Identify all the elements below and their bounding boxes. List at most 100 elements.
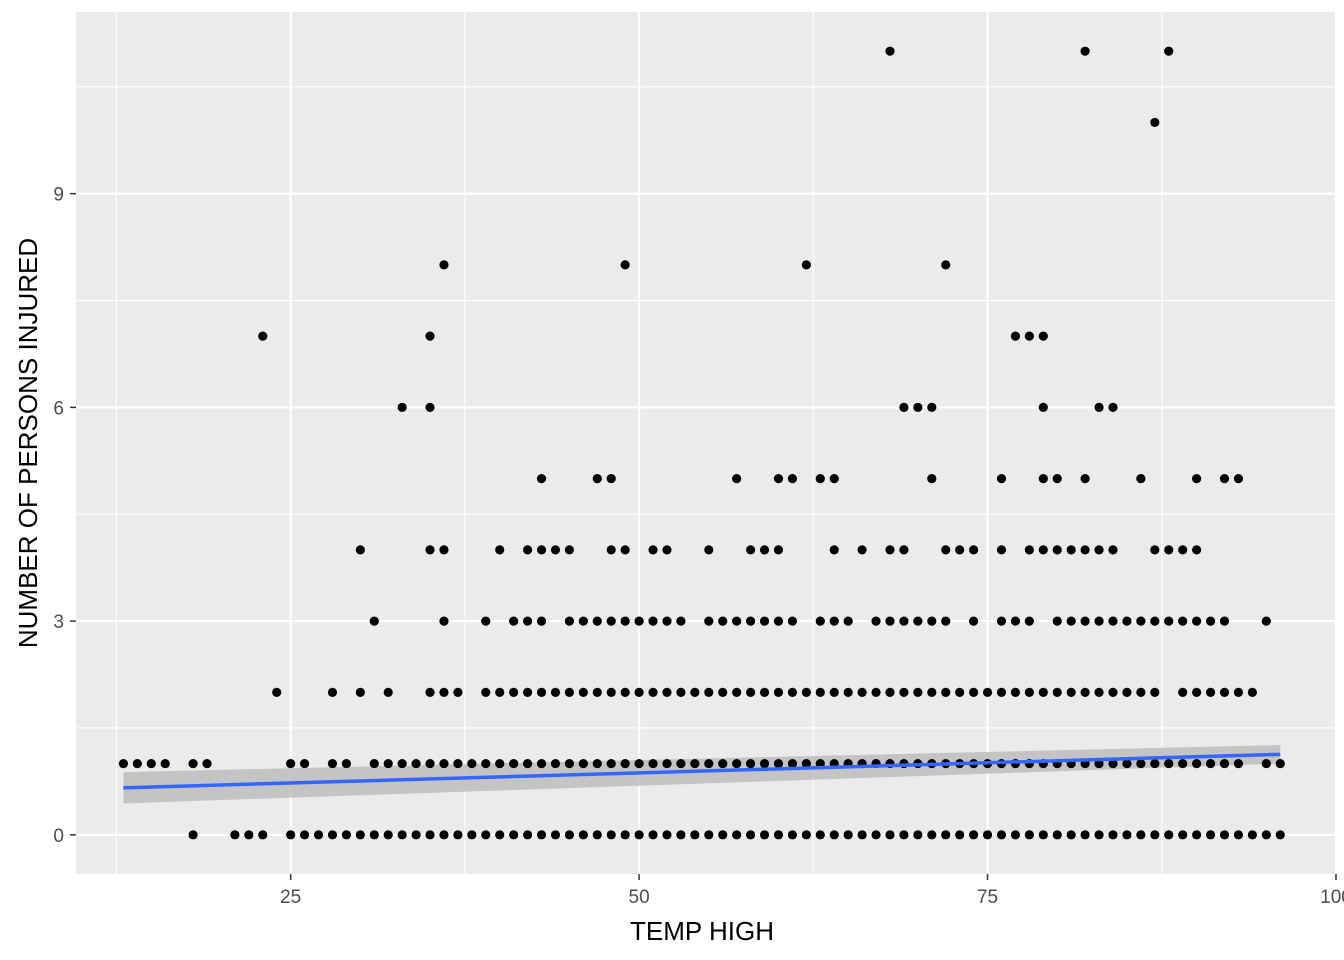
data-point xyxy=(732,474,742,484)
data-point xyxy=(620,616,630,626)
data-point xyxy=(592,474,602,484)
data-point xyxy=(425,545,435,555)
data-point xyxy=(1108,830,1118,840)
data-point xyxy=(453,758,463,769)
data-point xyxy=(843,687,853,697)
data-point xyxy=(996,474,1007,484)
y-axis-ticks: 0 3 6 9 xyxy=(53,185,76,847)
data-point xyxy=(606,687,616,697)
data-point xyxy=(1038,687,1048,697)
data-point xyxy=(815,830,825,840)
data-point xyxy=(536,830,547,840)
data-point xyxy=(1038,402,1048,412)
confidence-ribbon xyxy=(123,745,1281,804)
data-point xyxy=(996,830,1007,840)
data-point xyxy=(955,830,965,840)
data-point xyxy=(759,758,770,769)
y-tick-label: 6 xyxy=(53,398,64,419)
y-tick-label: 9 xyxy=(53,185,64,206)
x-tick-label: 25 xyxy=(280,887,301,908)
data-point xyxy=(648,687,658,697)
data-point xyxy=(676,830,686,840)
data-point xyxy=(773,545,784,555)
data-point xyxy=(690,687,700,697)
data-point xyxy=(704,616,714,626)
data-point xyxy=(1010,830,1021,840)
data-point xyxy=(676,687,686,697)
data-point xyxy=(829,830,839,840)
data-point xyxy=(453,830,463,840)
data-point xyxy=(425,830,435,840)
data-point xyxy=(439,687,449,697)
data-point xyxy=(327,687,338,697)
y-axis-title: NUMBER OF PERSONS INJURED xyxy=(13,238,43,648)
data-point xyxy=(1108,687,1118,697)
data-point xyxy=(815,616,825,626)
data-point xyxy=(718,687,728,697)
data-point xyxy=(327,758,338,769)
data-point xyxy=(969,616,979,626)
data-point xyxy=(885,830,895,840)
data-point xyxy=(871,616,881,626)
data-point xyxy=(1080,687,1090,697)
data-point xyxy=(509,830,519,840)
data-point xyxy=(606,616,616,626)
data-point xyxy=(258,830,268,840)
data-point xyxy=(355,830,365,840)
data-point xyxy=(1150,687,1160,697)
data-point xyxy=(815,687,825,697)
data-point xyxy=(1150,830,1160,840)
data-point xyxy=(397,402,407,412)
data-point xyxy=(1233,758,1244,769)
data-point xyxy=(118,758,128,769)
data-point xyxy=(1205,830,1216,840)
data-point xyxy=(620,830,630,840)
data-point xyxy=(425,402,435,412)
data-point xyxy=(1122,830,1132,840)
data-point xyxy=(913,616,923,626)
data-point xyxy=(620,687,630,697)
data-point xyxy=(1192,758,1202,769)
data-point xyxy=(578,687,588,697)
data-point xyxy=(1066,830,1076,840)
data-point xyxy=(467,830,477,840)
data-point xyxy=(1192,474,1202,484)
data-point xyxy=(829,545,839,555)
data-point xyxy=(1122,616,1132,626)
data-point xyxy=(522,758,533,769)
data-point xyxy=(1052,474,1062,484)
data-point xyxy=(1275,758,1285,769)
data-point xyxy=(969,545,979,555)
data-point xyxy=(662,830,672,840)
data-point xyxy=(1010,331,1021,341)
data-point xyxy=(522,687,533,697)
data-point xyxy=(676,616,686,626)
data-point xyxy=(1219,830,1230,840)
data-point xyxy=(592,758,602,769)
data-point xyxy=(1178,687,1188,697)
data-point xyxy=(369,616,379,626)
data-point xyxy=(871,687,881,697)
data-point xyxy=(1178,830,1188,840)
data-point xyxy=(1178,616,1188,626)
data-point xyxy=(843,616,853,626)
data-point xyxy=(1024,616,1034,626)
data-point xyxy=(913,687,923,697)
data-point xyxy=(439,545,449,555)
data-point xyxy=(495,758,505,769)
data-point xyxy=(439,260,449,270)
data-point xyxy=(341,830,351,840)
data-point xyxy=(1275,830,1285,840)
data-point xyxy=(899,402,909,412)
data-point xyxy=(286,758,296,769)
smooth-line xyxy=(123,752,1281,790)
data-point xyxy=(718,616,728,626)
data-point xyxy=(425,758,435,769)
data-point xyxy=(1247,830,1257,840)
data-point xyxy=(676,758,686,769)
data-point xyxy=(1122,758,1132,769)
data-point xyxy=(1136,474,1146,484)
data-point xyxy=(871,830,881,840)
data-point xyxy=(1219,616,1230,626)
data-point xyxy=(1024,545,1034,555)
